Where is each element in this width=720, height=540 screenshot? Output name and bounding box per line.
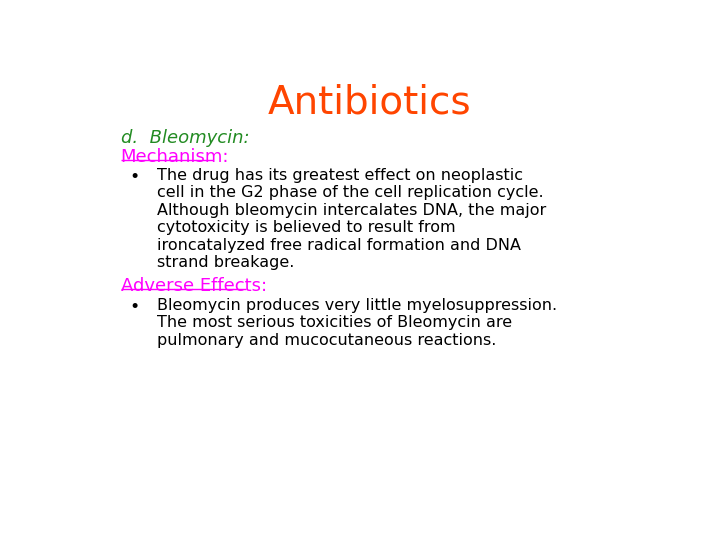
- Text: •: •: [129, 168, 139, 186]
- Text: strand breakage.: strand breakage.: [157, 255, 294, 270]
- Text: ironcatalyzed free radical formation and DNA: ironcatalyzed free radical formation and…: [157, 238, 521, 253]
- Text: cytotoxicity is believed to result from: cytotoxicity is believed to result from: [157, 220, 456, 235]
- Text: Bleomycin produces very little myelosuppression.: Bleomycin produces very little myelosupp…: [157, 298, 557, 313]
- Text: •: •: [129, 298, 139, 316]
- Text: cell in the G2 phase of the cell replication cycle.: cell in the G2 phase of the cell replica…: [157, 185, 544, 200]
- Text: Mechanism:: Mechanism:: [121, 148, 229, 166]
- Text: pulmonary and mucocutaneous reactions.: pulmonary and mucocutaneous reactions.: [157, 333, 496, 348]
- Text: Adverse Effects:: Adverse Effects:: [121, 277, 267, 295]
- Text: The most serious toxicities of Bleomycin are: The most serious toxicities of Bleomycin…: [157, 315, 512, 330]
- Text: d.  Bleomycin:: d. Bleomycin:: [121, 129, 249, 147]
- Text: Although bleomycin intercalates DNA, the major: Although bleomycin intercalates DNA, the…: [157, 203, 546, 218]
- Text: Antibiotics: Antibiotics: [267, 84, 471, 122]
- Text: The drug has its greatest effect on neoplastic: The drug has its greatest effect on neop…: [157, 168, 523, 183]
